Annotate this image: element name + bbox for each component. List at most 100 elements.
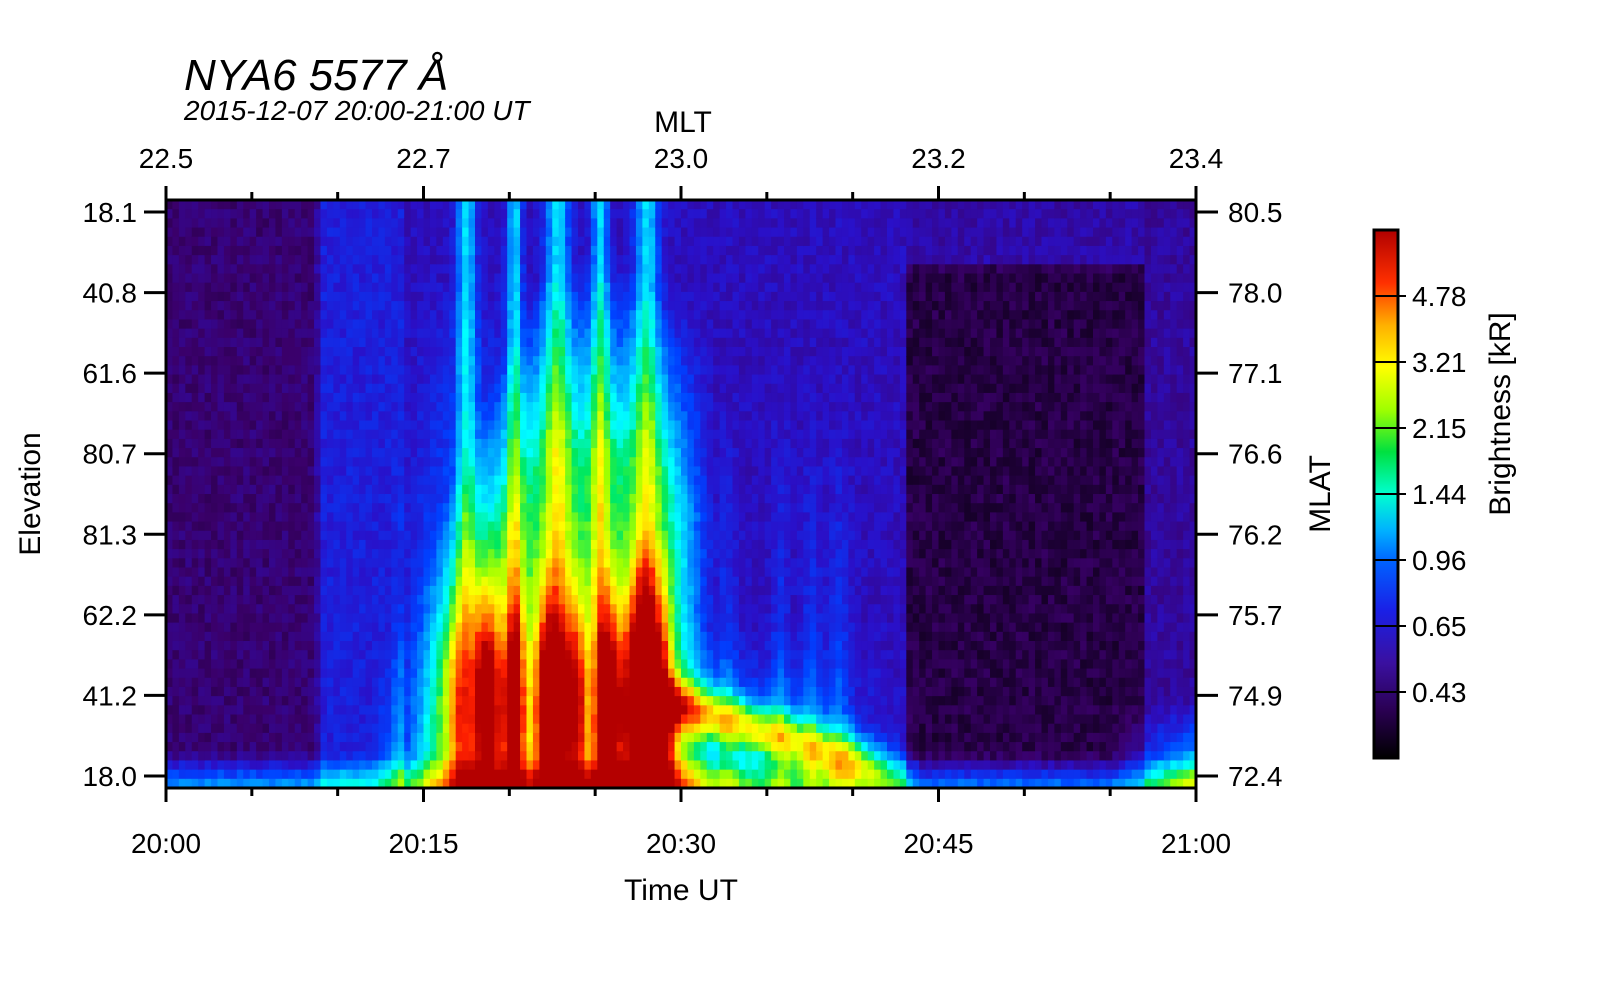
heatmap-cell: [455, 301, 463, 311]
heatmap-cell: [539, 374, 547, 385]
heatmap-cell: [648, 457, 656, 468]
heatmap-cell: [610, 650, 618, 660]
heatmap-cell: [301, 760, 309, 771]
heatmap-cell: [191, 218, 199, 229]
heatmap-cell: [178, 319, 186, 330]
heatmap-cell: [481, 236, 489, 247]
heatmap-cell: [429, 760, 437, 771]
heatmap-cell: [552, 200, 560, 210]
heatmap-cell: [449, 622, 457, 633]
heatmap-cell: [513, 539, 521, 550]
heatmap-cell: [185, 200, 193, 210]
heatmap-cell: [507, 291, 515, 302]
heatmap-cell: [378, 291, 386, 302]
heatmap-cell: [590, 650, 598, 660]
heatmap-cell: [603, 641, 611, 651]
heatmap-cell: [584, 613, 592, 624]
heatmap-cell: [429, 218, 437, 229]
heatmap-cell: [333, 622, 341, 633]
heatmap-cell: [404, 273, 412, 284]
heatmap-cell: [475, 769, 483, 780]
heatmap-cell: [623, 595, 631, 605]
heatmap-cell: [500, 595, 508, 605]
heatmap-cell: [359, 420, 367, 431]
heatmap-cell: [211, 659, 219, 670]
heatmap-cell: [269, 622, 277, 633]
heatmap-cell: [655, 714, 663, 725]
heatmap-cell: [294, 328, 302, 339]
heatmap-cell: [487, 604, 495, 615]
heatmap-cell: [333, 457, 341, 468]
heatmap-cell: [223, 521, 231, 532]
heatmap-cell: [655, 503, 663, 513]
heatmap-cell: [494, 613, 502, 624]
heatmap-cell: [507, 503, 515, 513]
heatmap-cell: [185, 402, 193, 412]
heatmap-cell: [571, 438, 579, 449]
heatmap-cell: [526, 209, 534, 219]
heatmap-cell: [397, 641, 405, 651]
heatmap-cell: [391, 282, 399, 293]
heatmap-cell: [584, 291, 592, 302]
heatmap-cell: [339, 255, 347, 265]
heatmap-cell: [565, 613, 573, 624]
heatmap-cell: [449, 705, 457, 716]
heatmap-cell: [230, 686, 238, 697]
heatmap-cell: [487, 402, 495, 412]
heatmap-cell: [223, 319, 231, 330]
heatmap-cell: [378, 595, 386, 605]
heatmap-cell: [475, 549, 483, 559]
heatmap-cell: [597, 328, 605, 339]
heatmap-cell: [494, 567, 502, 578]
heatmap-cell: [648, 282, 656, 293]
heatmap-cell: [410, 227, 418, 238]
heatmap-cell: [616, 273, 624, 284]
heatmap-cell: [642, 374, 650, 385]
heatmap-cell: [249, 494, 257, 504]
heatmap-cell: [629, 255, 637, 265]
heatmap-cell: [166, 659, 174, 670]
heatmap-cell: [365, 420, 373, 431]
heatmap-cell: [481, 760, 489, 771]
heatmap-cell: [487, 778, 495, 788]
heatmap-cell: [352, 374, 360, 385]
heatmap-cell: [301, 585, 309, 596]
heatmap-cell: [178, 383, 186, 394]
heatmap-cell: [236, 236, 244, 247]
heatmap-cell: [307, 595, 315, 605]
heatmap-cell: [211, 641, 219, 651]
heatmap-cell: [204, 328, 212, 339]
heatmap-cell: [436, 448, 444, 458]
heatmap-cell: [326, 328, 334, 339]
heatmap-cell: [217, 760, 225, 771]
heatmap-cell: [230, 448, 238, 458]
heatmap-cell: [339, 448, 347, 458]
heatmap-cell: [455, 769, 463, 780]
heatmap-cell: [397, 282, 405, 293]
heatmap-cell: [372, 585, 380, 596]
heatmap-cell: [571, 705, 579, 716]
heatmap-cell: [655, 236, 663, 247]
heatmap-cell: [429, 484, 437, 495]
heatmap-cell: [391, 723, 399, 734]
heatmap-cell: [172, 420, 180, 431]
heatmap-cell: [494, 356, 502, 366]
heatmap-cell: [397, 494, 405, 504]
heatmap-cell: [526, 677, 534, 688]
heatmap-cell: [281, 273, 289, 284]
heatmap-cell: [191, 742, 199, 752]
heatmap-cell: [526, 227, 534, 238]
heatmap-cell: [359, 291, 367, 302]
heatmap-cell: [565, 255, 573, 265]
heatmap-cell: [333, 549, 341, 559]
heatmap-cell: [243, 751, 251, 762]
heatmap-cell: [352, 668, 360, 679]
heatmap-cell: [166, 723, 174, 734]
heatmap-cell: [262, 530, 270, 541]
heatmap-cell: [629, 457, 637, 468]
heatmap-cell: [326, 595, 334, 605]
heatmap-cell: [372, 742, 380, 752]
heatmap-cell: [391, 778, 399, 788]
heatmap-cell: [642, 209, 650, 219]
heatmap-cell: [468, 365, 476, 376]
